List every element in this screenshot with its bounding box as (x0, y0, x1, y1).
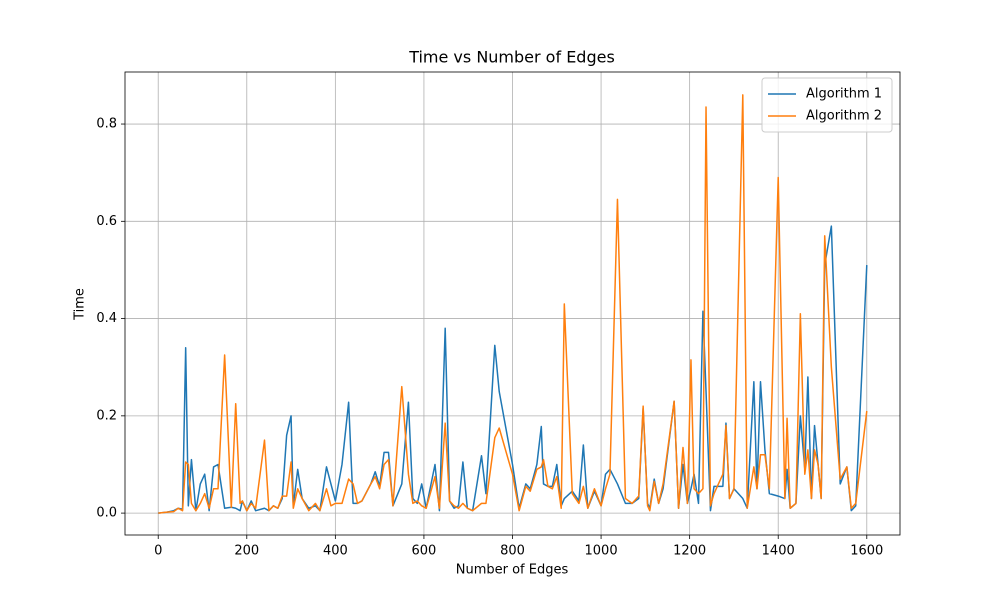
x-tick-label: 1600 (850, 544, 883, 559)
x-tick-label: 600 (412, 544, 437, 559)
line-series (158, 94, 868, 514)
y-axis-label: Time (73, 288, 88, 321)
chart-title: Time vs Number of Edges (408, 48, 615, 67)
y-tick-label: 0.2 (96, 408, 117, 423)
legend-label: Algorithm 2 (806, 109, 882, 124)
x-axis-label: Number of Edges (456, 563, 569, 578)
plot-frame (124, 71, 901, 536)
x-tick-label: 0 (154, 544, 162, 559)
x-tick-label: 400 (323, 544, 348, 559)
y-tick-label: 0.0 (96, 506, 117, 521)
x-tick-label: 1400 (762, 544, 795, 559)
legend-label: Algorithm 1 (806, 87, 882, 102)
x-tick-label: 200 (234, 544, 259, 559)
legend-box (761, 77, 893, 133)
x-tick-label: 1000 (585, 544, 618, 559)
x-tick-label: 800 (500, 544, 525, 559)
x-tick-label: 1200 (673, 544, 706, 559)
y-tick-label: 0.6 (96, 214, 117, 229)
y-tick-label: 0.4 (96, 311, 117, 326)
y-tick-label: 0.8 (96, 117, 117, 132)
